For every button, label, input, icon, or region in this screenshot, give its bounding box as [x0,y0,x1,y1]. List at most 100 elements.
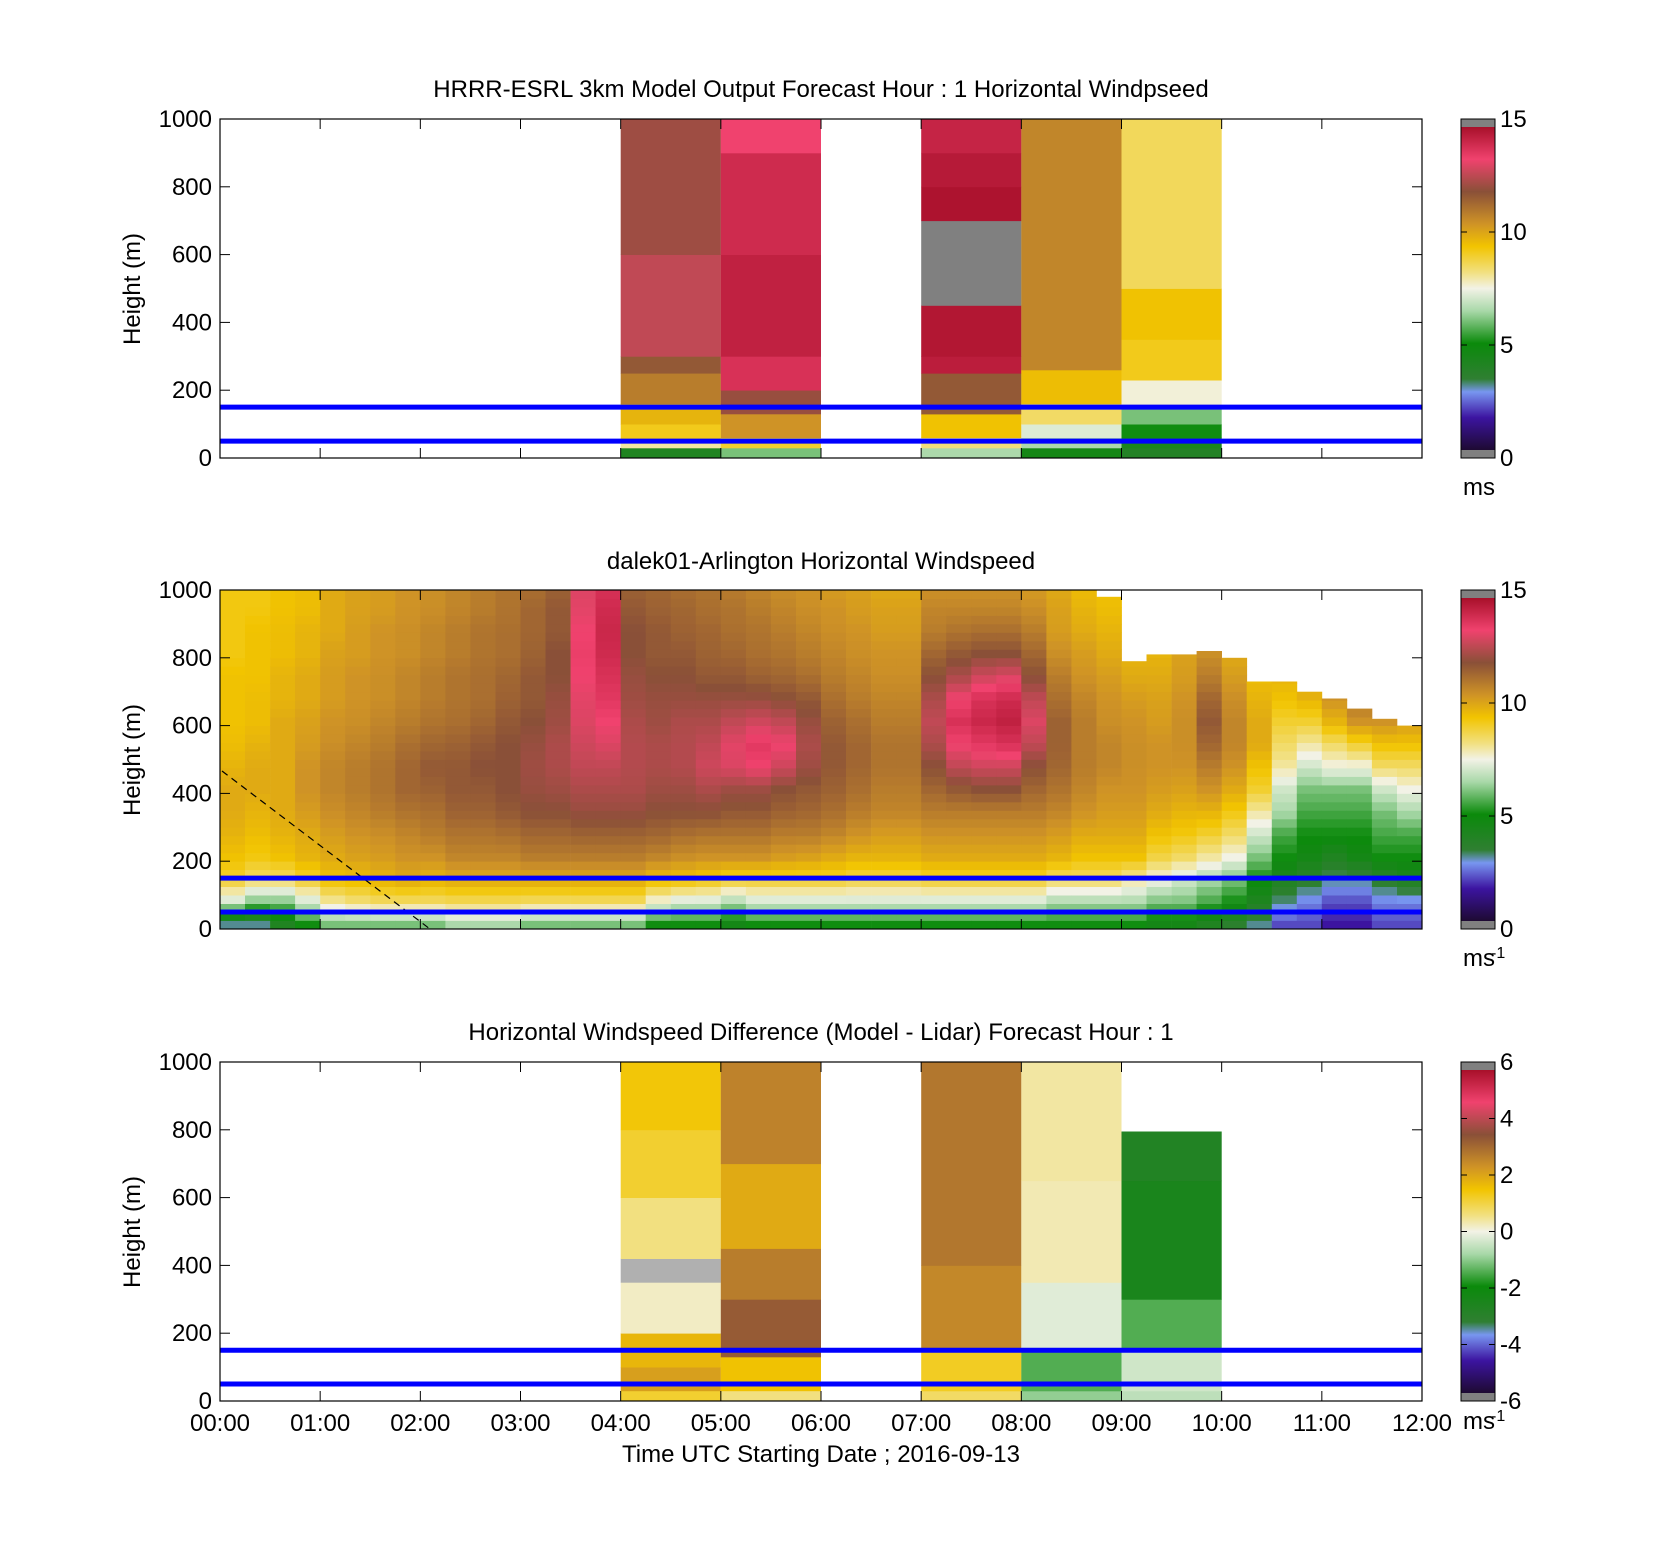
heatmap-cell [1371,827,1398,837]
heatmap-cell [1046,835,1072,845]
heatmap-cell [220,666,246,676]
heatmap-cell [420,903,446,913]
heatmap-cell [896,920,922,930]
panel-title: Horizontal Windspeed Difference (Model -… [468,1019,1173,1046]
heatmap-cell [1321,827,1348,837]
heatmap-cell [971,607,997,616]
heatmap-cell [670,827,697,837]
heatmap-cell [946,717,972,726]
heatmap-cell [1146,895,1172,904]
heatmap-cell [1046,590,1072,599]
heatmap-cell [270,827,296,837]
heatmap-cell [1021,1282,1122,1351]
heatmap-cell [971,666,997,676]
heatmap-cell [1146,784,1172,794]
heatmap-cell [1171,734,1197,743]
heatmap-cell [345,683,371,693]
heatmap-cell [745,827,772,837]
heatmap-cell [796,615,822,625]
heatmap-cell [1246,869,1273,879]
heatmap-cell [720,708,747,718]
heatmap-cell [1371,718,1398,726]
heatmap-cell [695,818,722,828]
heatmap-cell [1221,920,1248,930]
heatmap-cell [320,776,346,786]
heatmap-cell [770,607,797,616]
heatmap-cell [821,768,847,777]
heatmap-cell [720,632,747,642]
heatmap-cell [720,623,747,633]
heatmap-cell [545,683,571,693]
heatmap-cell [370,776,396,786]
heatmap-cell [1121,674,1147,684]
heatmap-cell [1071,852,1097,862]
heatmap-cell [871,852,897,862]
heatmap-cell [996,810,1022,820]
x-tick-label: 00:00 [190,1410,250,1437]
heatmap-cell [745,649,772,659]
heatmap-cell [295,810,321,820]
heatmap-cell [245,869,271,879]
heatmap-cell [821,640,847,650]
heatmap-cell [1046,708,1072,718]
heatmap-cell [320,801,346,811]
heatmap-cell [1346,717,1373,726]
heatmap-cell [520,708,546,718]
heatmap-cell [1146,818,1172,828]
heatmap-cell [745,818,772,828]
heatmap-cell [971,657,997,667]
heatmap-cell [645,598,672,608]
colorbar-frame [1460,118,1496,459]
heatmap-cell [1021,717,1047,726]
heatmap-cell [245,751,271,760]
heatmap-cell [320,768,346,777]
heatmap-cell [996,751,1022,760]
heatmap-cell [1096,912,1122,921]
heatmap-cell [470,649,496,659]
heatmap-cell [720,413,821,438]
heatmap-cell [395,886,421,896]
heatmap-cell [570,640,596,650]
colorbar-tick-label: 5 [1500,803,1513,830]
heatmap-cell [570,861,596,871]
heatmap-cell [1096,657,1122,667]
heatmap-cell [1121,852,1147,862]
heatmap-cell [570,869,596,879]
heatmap-cell [645,869,672,879]
heatmap-cell [971,751,997,760]
heatmap-cell [846,751,872,760]
heatmap-cell [270,598,296,608]
heatmap-cell [470,895,496,904]
heatmap-cell [595,725,621,735]
x-axis-label: Time UTC Starting Date ; 2016-09-13 [622,1441,1020,1468]
heatmap-cell [821,649,847,659]
heatmap-cell [695,852,722,862]
heatmap-cell [1046,700,1072,710]
heatmap-cell [1321,912,1348,921]
heatmap-cell [1321,698,1348,701]
heatmap-cell [1171,654,1197,659]
colorbar-tick-label: 0 [1500,445,1513,472]
heatmap-cell [1221,691,1248,701]
heatmap-cell [1121,424,1222,439]
heatmap-cell [1221,801,1248,811]
heatmap-cell [445,878,471,887]
heatmap-cell [796,776,822,786]
heatmap-cell [370,666,396,676]
heatmap-cell [796,827,822,837]
heatmap-cell [821,810,847,820]
heatmap-cell [1071,691,1097,701]
heatmap-cell [720,119,821,154]
heatmap-cell [1221,683,1248,693]
y-axis-label: Height (m) [119,233,146,345]
heatmap-cell [645,607,672,616]
heatmap-cell [370,784,396,794]
heatmap-cell [1196,708,1222,718]
heatmap-cell [921,674,947,684]
heatmap-cell [695,717,722,726]
heatmap-cell [745,869,772,879]
heatmap-cell [345,886,371,896]
heatmap-cell [495,810,521,820]
heatmap-cell [1221,666,1248,676]
